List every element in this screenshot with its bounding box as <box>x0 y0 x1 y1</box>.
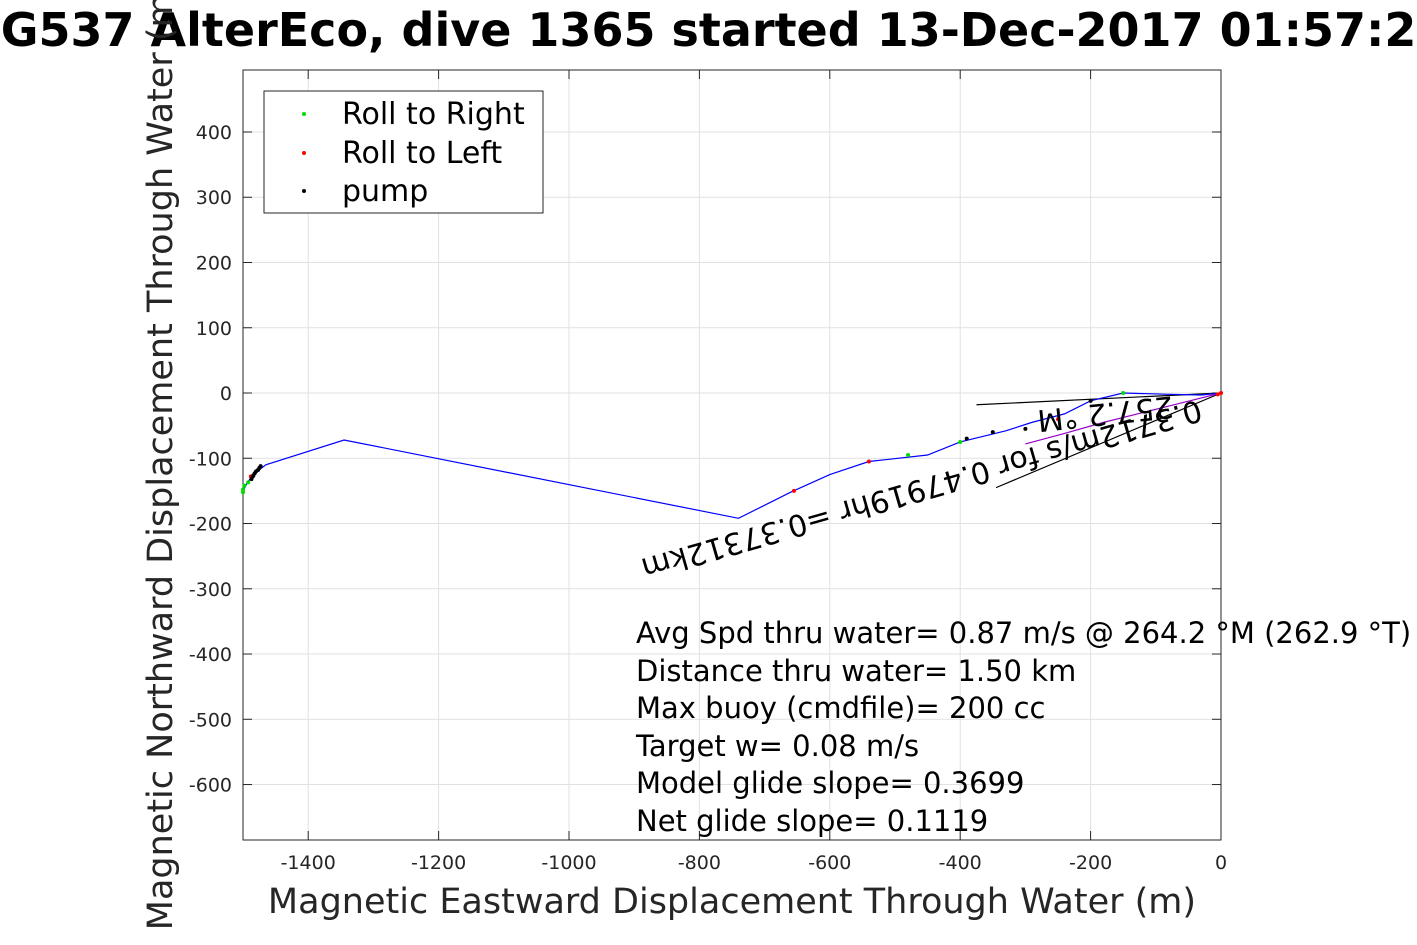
x-tick-label: -200 <box>1069 852 1112 874</box>
roll-left-point <box>1215 392 1220 397</box>
roll-left-point <box>791 488 796 493</box>
roll-left-point <box>866 459 871 464</box>
y-tick-label: 400 <box>196 122 232 144</box>
rotated-track-labels: 0.3712m/s for 0.47919hr =0.37312km257.2 … <box>637 388 1205 585</box>
y-tick-label: 200 <box>196 253 232 275</box>
legend-marker-roll-left <box>302 151 306 155</box>
pump-point <box>964 436 969 441</box>
roll-right-point <box>241 490 245 495</box>
plot-area-frame <box>242 69 1222 841</box>
roll-right-point <box>1121 391 1126 396</box>
y-tick-label: -200 <box>189 514 232 536</box>
legend-label-roll-right: Roll to Right <box>342 97 525 132</box>
annotation-max-buoy: Max buoy (cmdfile)= 200 cc <box>636 691 1045 725</box>
pump-point <box>990 430 995 435</box>
pump-point <box>249 477 254 482</box>
legend-box <box>263 90 544 214</box>
legend: Roll to Right Roll to Left pump <box>263 90 544 214</box>
y-tick-label: -500 <box>189 709 232 731</box>
y-tick-label: 300 <box>196 187 232 209</box>
y-tick-label: -300 <box>189 579 232 601</box>
x-tick-label: -800 <box>678 852 721 874</box>
roll-left-point <box>1219 391 1223 396</box>
y-tick-label: -400 <box>189 644 232 666</box>
x-tick-label: -1000 <box>541 852 596 874</box>
y-tick-label: -600 <box>189 775 232 797</box>
y-axis-label: Magnetic Northward Displacement Through … <box>141 0 181 930</box>
stats-annotations: Avg Spd thru water= 0.87 m/s @ 264.2 °M … <box>635 616 1411 838</box>
legend-marker-roll-right <box>302 112 306 116</box>
x-tick-label: -600 <box>808 852 851 874</box>
axis-ticks: -1400 -1200 -1000 -800 -600 -400 -200 040030020… <box>189 70 1227 874</box>
roll-left-point <box>1056 417 1060 422</box>
annotation-model-glide: Model glide slope= 0.3699 <box>636 766 1024 800</box>
x-tick-label: -1400 <box>281 852 336 874</box>
legend-label-roll-left: Roll to Left <box>342 136 502 171</box>
pump-point <box>1088 398 1093 403</box>
scatter-points <box>241 391 1223 495</box>
roll-right-point <box>242 483 247 488</box>
legend-marker-pump <box>302 189 306 193</box>
roll-right-point <box>906 453 911 457</box>
roll-right-point <box>958 439 963 444</box>
roll-right-point <box>246 480 251 485</box>
y-tick-label: 100 <box>196 318 232 340</box>
annotation-avg-speed: Avg Spd thru water= 0.87 m/s @ 264.2 °M … <box>636 616 1411 650</box>
y-tick-label: 0 <box>220 383 232 405</box>
pump-point <box>1023 426 1028 431</box>
y-tick-label: -100 <box>189 448 232 470</box>
x-axis-label: Magnetic Eastward Displacement Through W… <box>268 882 1196 922</box>
legend-label-pump: pump <box>342 174 428 209</box>
x-tick-label: -400 <box>939 852 982 874</box>
x-tick-label: -1200 <box>411 852 466 874</box>
annotation-target-w: Target w= 0.08 m/s <box>635 729 919 763</box>
annotation-distance: Distance thru water= 1.50 km <box>636 654 1076 688</box>
chart-title: SG537 AlterEco, dive 1365 started 13-Dec… <box>0 3 1417 57</box>
series-line <box>1025 392 1222 445</box>
x-tick-label: 0 <box>1215 852 1227 874</box>
reference-line <box>995 392 1222 489</box>
annotation-net-glide: Net glide slope= 0.1119 <box>636 804 988 838</box>
grid-lines <box>243 70 1222 840</box>
